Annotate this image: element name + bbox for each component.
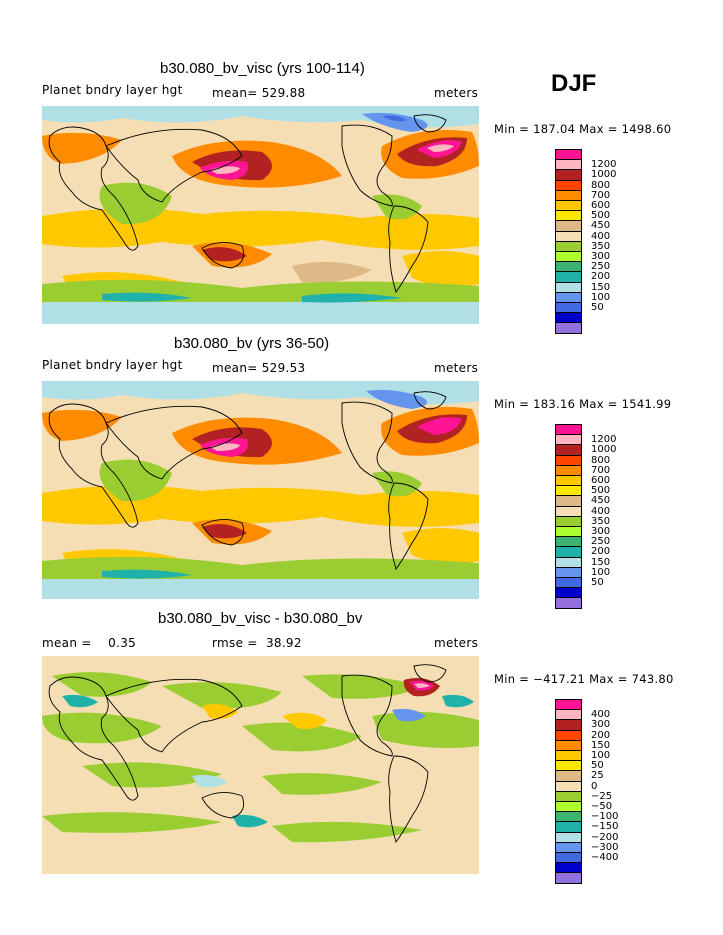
legend-label: 800 [591, 454, 611, 466]
legend-label: 100 [591, 566, 611, 578]
legend-label: 50 [591, 760, 604, 772]
legend-label: 200 [591, 271, 611, 283]
legend-label: −200 [591, 831, 619, 843]
legend-label: −25 [591, 790, 613, 802]
legend-label: 700 [591, 189, 611, 201]
legend-label: 100 [591, 291, 611, 303]
panel1-units: meters [434, 86, 479, 100]
panel1-map-svg [42, 106, 479, 324]
legend-label: −100 [591, 811, 619, 823]
panel1-map [42, 106, 479, 324]
legend-label: 200 [591, 729, 611, 741]
legend-label: 1000 [591, 169, 617, 181]
panel3-map-svg [42, 656, 479, 874]
legend-label: 300 [591, 526, 611, 537]
legend-label: 1200 [591, 434, 617, 446]
legend-label: 350 [591, 515, 611, 527]
panel1-title: b30.080_bv_visc (yrs 100-114) [160, 60, 365, 77]
legend-label: −50 [591, 801, 613, 812]
legend-label: −300 [591, 841, 619, 853]
legend-label: 450 [591, 495, 611, 507]
legend-label: 150 [591, 739, 611, 751]
legend-label: 400 [591, 505, 611, 517]
panel3-legend: 400 300 200 150 100 50 25 0 −25 −50 −100 −150 −200 −3… [555, 699, 655, 884]
panel3-map [42, 656, 479, 874]
panel3-mean: mean = 0.35 [42, 636, 137, 650]
panel3-title: b30.080_bv_visc - b30.080_bv [158, 610, 363, 627]
panel2-mean: mean= 529.53 [212, 361, 306, 375]
legend-label: 250 [591, 536, 611, 548]
legend-label: 600 [591, 475, 611, 486]
season-label: DJF [551, 70, 597, 97]
legend-label: 700 [591, 464, 611, 476]
legend-label: 800 [591, 179, 611, 191]
panel2-units: meters [434, 361, 479, 375]
legend-label: 400 [591, 709, 611, 721]
legend-label: 350 [591, 240, 611, 252]
legend-label: 25 [591, 770, 604, 782]
legend-swatch [555, 322, 582, 334]
legend-label: 450 [591, 220, 611, 232]
legend-label: 400 [591, 230, 611, 242]
panel3-units: meters [434, 636, 479, 650]
legend-label: 50 [591, 577, 604, 588]
legend-label: −150 [591, 821, 619, 833]
panel1-variable-label: Planet bndry layer hgt [42, 83, 183, 97]
legend-label: 150 [591, 556, 611, 568]
panel2-title: b30.080_bv (yrs 36-50) [174, 335, 330, 352]
panel2-variable-label: Planet bndry layer hgt [42, 358, 183, 372]
panel1-minmax: Min = 187.04 Max = 1498.60 [494, 122, 672, 136]
legend-label: −400 [591, 852, 619, 863]
legend-label: 50 [591, 302, 604, 313]
legend-label: 1000 [591, 444, 617, 456]
legend-label: 250 [591, 261, 611, 273]
legend-label: 300 [591, 719, 611, 731]
panel2-minmax: Min = 183.16 Max = 1541.99 [494, 397, 672, 411]
panel1-mean: mean= 529.88 [212, 86, 306, 100]
legend-swatch [555, 597, 582, 609]
panel3-minmax: Min = −417.21 Max = 743.80 [494, 672, 674, 686]
panel2-map [42, 381, 479, 599]
panel2-map-svg [42, 381, 479, 599]
legend-label: 1200 [591, 159, 617, 171]
legend-swatch [555, 872, 582, 884]
legend-label: 500 [591, 210, 611, 222]
panel2-legend: 1200 1000 800 700 600 500 450 400 350 300 250 200 15… [555, 424, 655, 609]
legend-label: 500 [591, 485, 611, 497]
legend-label: 300 [591, 251, 611, 262]
panel3-rmse: rmse = 38.92 [212, 636, 302, 650]
panel1-legend: 1200 1000 800 700 600 500 450 400 350 300 250 200 15… [555, 149, 655, 334]
legend-label: 150 [591, 281, 611, 293]
legend-label: 0 [591, 780, 598, 792]
legend-label: 600 [591, 200, 611, 211]
legend-label: 200 [591, 546, 611, 558]
legend-label: 100 [591, 750, 611, 761]
